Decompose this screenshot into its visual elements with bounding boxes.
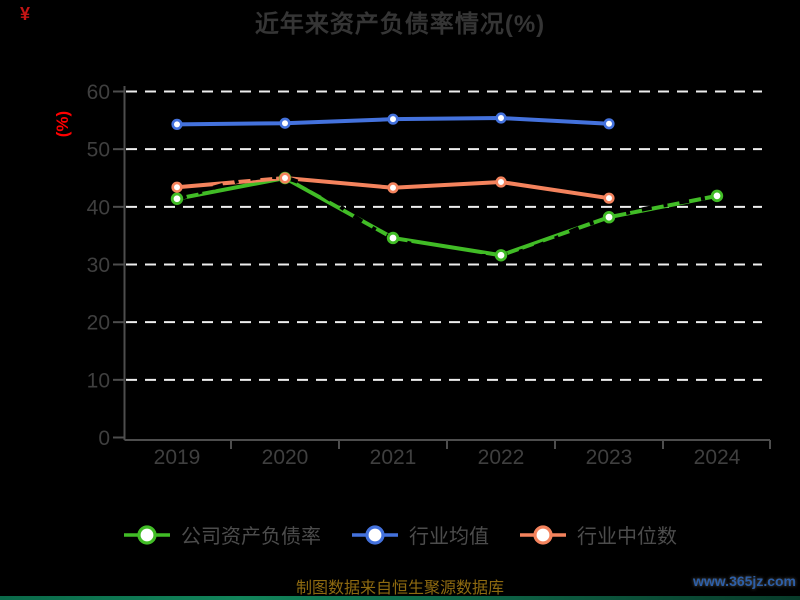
svg-text:50: 50 — [87, 139, 110, 162]
svg-text:2021: 2021 — [370, 446, 417, 469]
legend-label: 行业中位数 — [577, 526, 677, 548]
bottom-divider-strip — [0, 596, 800, 600]
legend-item-industry-median: 行业中位数 — [519, 520, 677, 549]
svg-text:20: 20 — [87, 312, 110, 335]
svg-text:2022: 2022 — [478, 446, 525, 469]
chart-title: 近年来资产负债率情况(%) — [254, 11, 546, 38]
svg-text:2019: 2019 — [154, 446, 201, 469]
svg-text:2024: 2024 — [694, 446, 741, 469]
legend-label: 公司资产负债率 — [181, 526, 321, 548]
svg-text:30: 30 — [87, 254, 110, 277]
legend-marker-blue-icon — [352, 524, 398, 545]
legend-item-company-ratio: 公司资产负债率 — [123, 520, 321, 549]
legend-item-industry-mean: 行业均值 — [351, 520, 489, 549]
chart-legend: 公司资产负债率 行业均值 行业中位数 — [0, 520, 800, 549]
legend-marker-orange-icon — [520, 524, 566, 545]
data-source-note: 制图数据来自恒生聚源数据库 — [295, 580, 505, 597]
legend-label: 行业均值 — [409, 526, 489, 548]
svg-text:2023: 2023 — [586, 446, 633, 469]
legend-marker-green-icon — [124, 524, 170, 545]
corner-mark: ¥ — [20, 4, 31, 24]
svg-text:0: 0 — [98, 427, 110, 450]
svg-text:2020: 2020 — [262, 446, 309, 469]
site-watermark: www.365jz.com — [693, 573, 796, 589]
svg-text:60: 60 — [87, 81, 110, 104]
svg-text:10: 10 — [87, 369, 110, 392]
svg-text:40: 40 — [87, 196, 110, 219]
